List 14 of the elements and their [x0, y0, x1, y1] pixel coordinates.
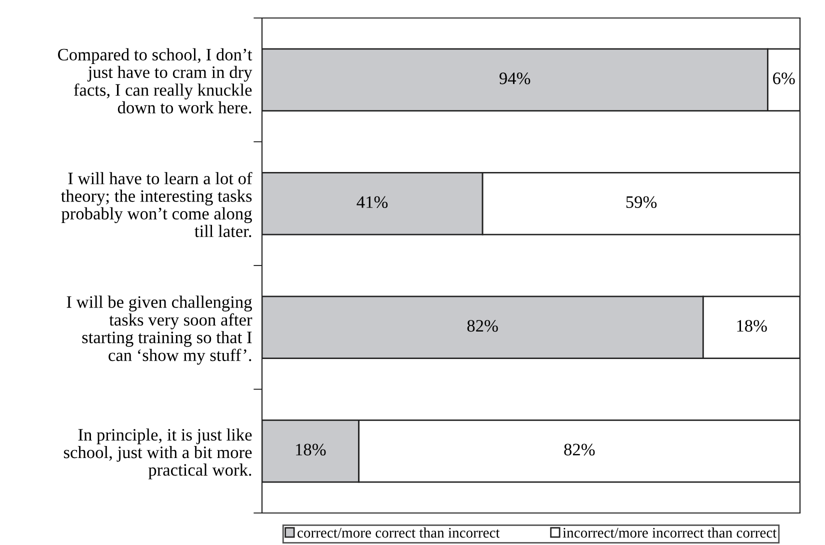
data-label: 82% [467, 320, 498, 332]
y-tick-label: Compared to school, I don’t just have to cram in dry facts, I can really knuckle down to work here. [58, 48, 252, 114]
y-tick-label: In principle, it is just like school, just with a bit more practical work. [64, 428, 252, 480]
y-tick-label: I will be given challenging tasks very soon after starting training so that I can ‘show my stuff’. [66, 296, 252, 365]
data-label: 18% [737, 320, 767, 332]
data-label: 6% [773, 72, 795, 84]
legend-label: correct/more correct than incorrect [298, 527, 500, 538]
data-label: 59% [626, 196, 657, 208]
data-label: 41% [356, 196, 388, 208]
data-label: 18% [296, 444, 326, 456]
legend-label: incorrect/more incorrect than correct [562, 527, 777, 538]
data-label: 82% [564, 444, 595, 456]
y-tick-label: I will have to learn a lot of theory; the interesting tasks probably won’t come along till later. [61, 172, 252, 238]
data-label: 94% [500, 72, 530, 84]
